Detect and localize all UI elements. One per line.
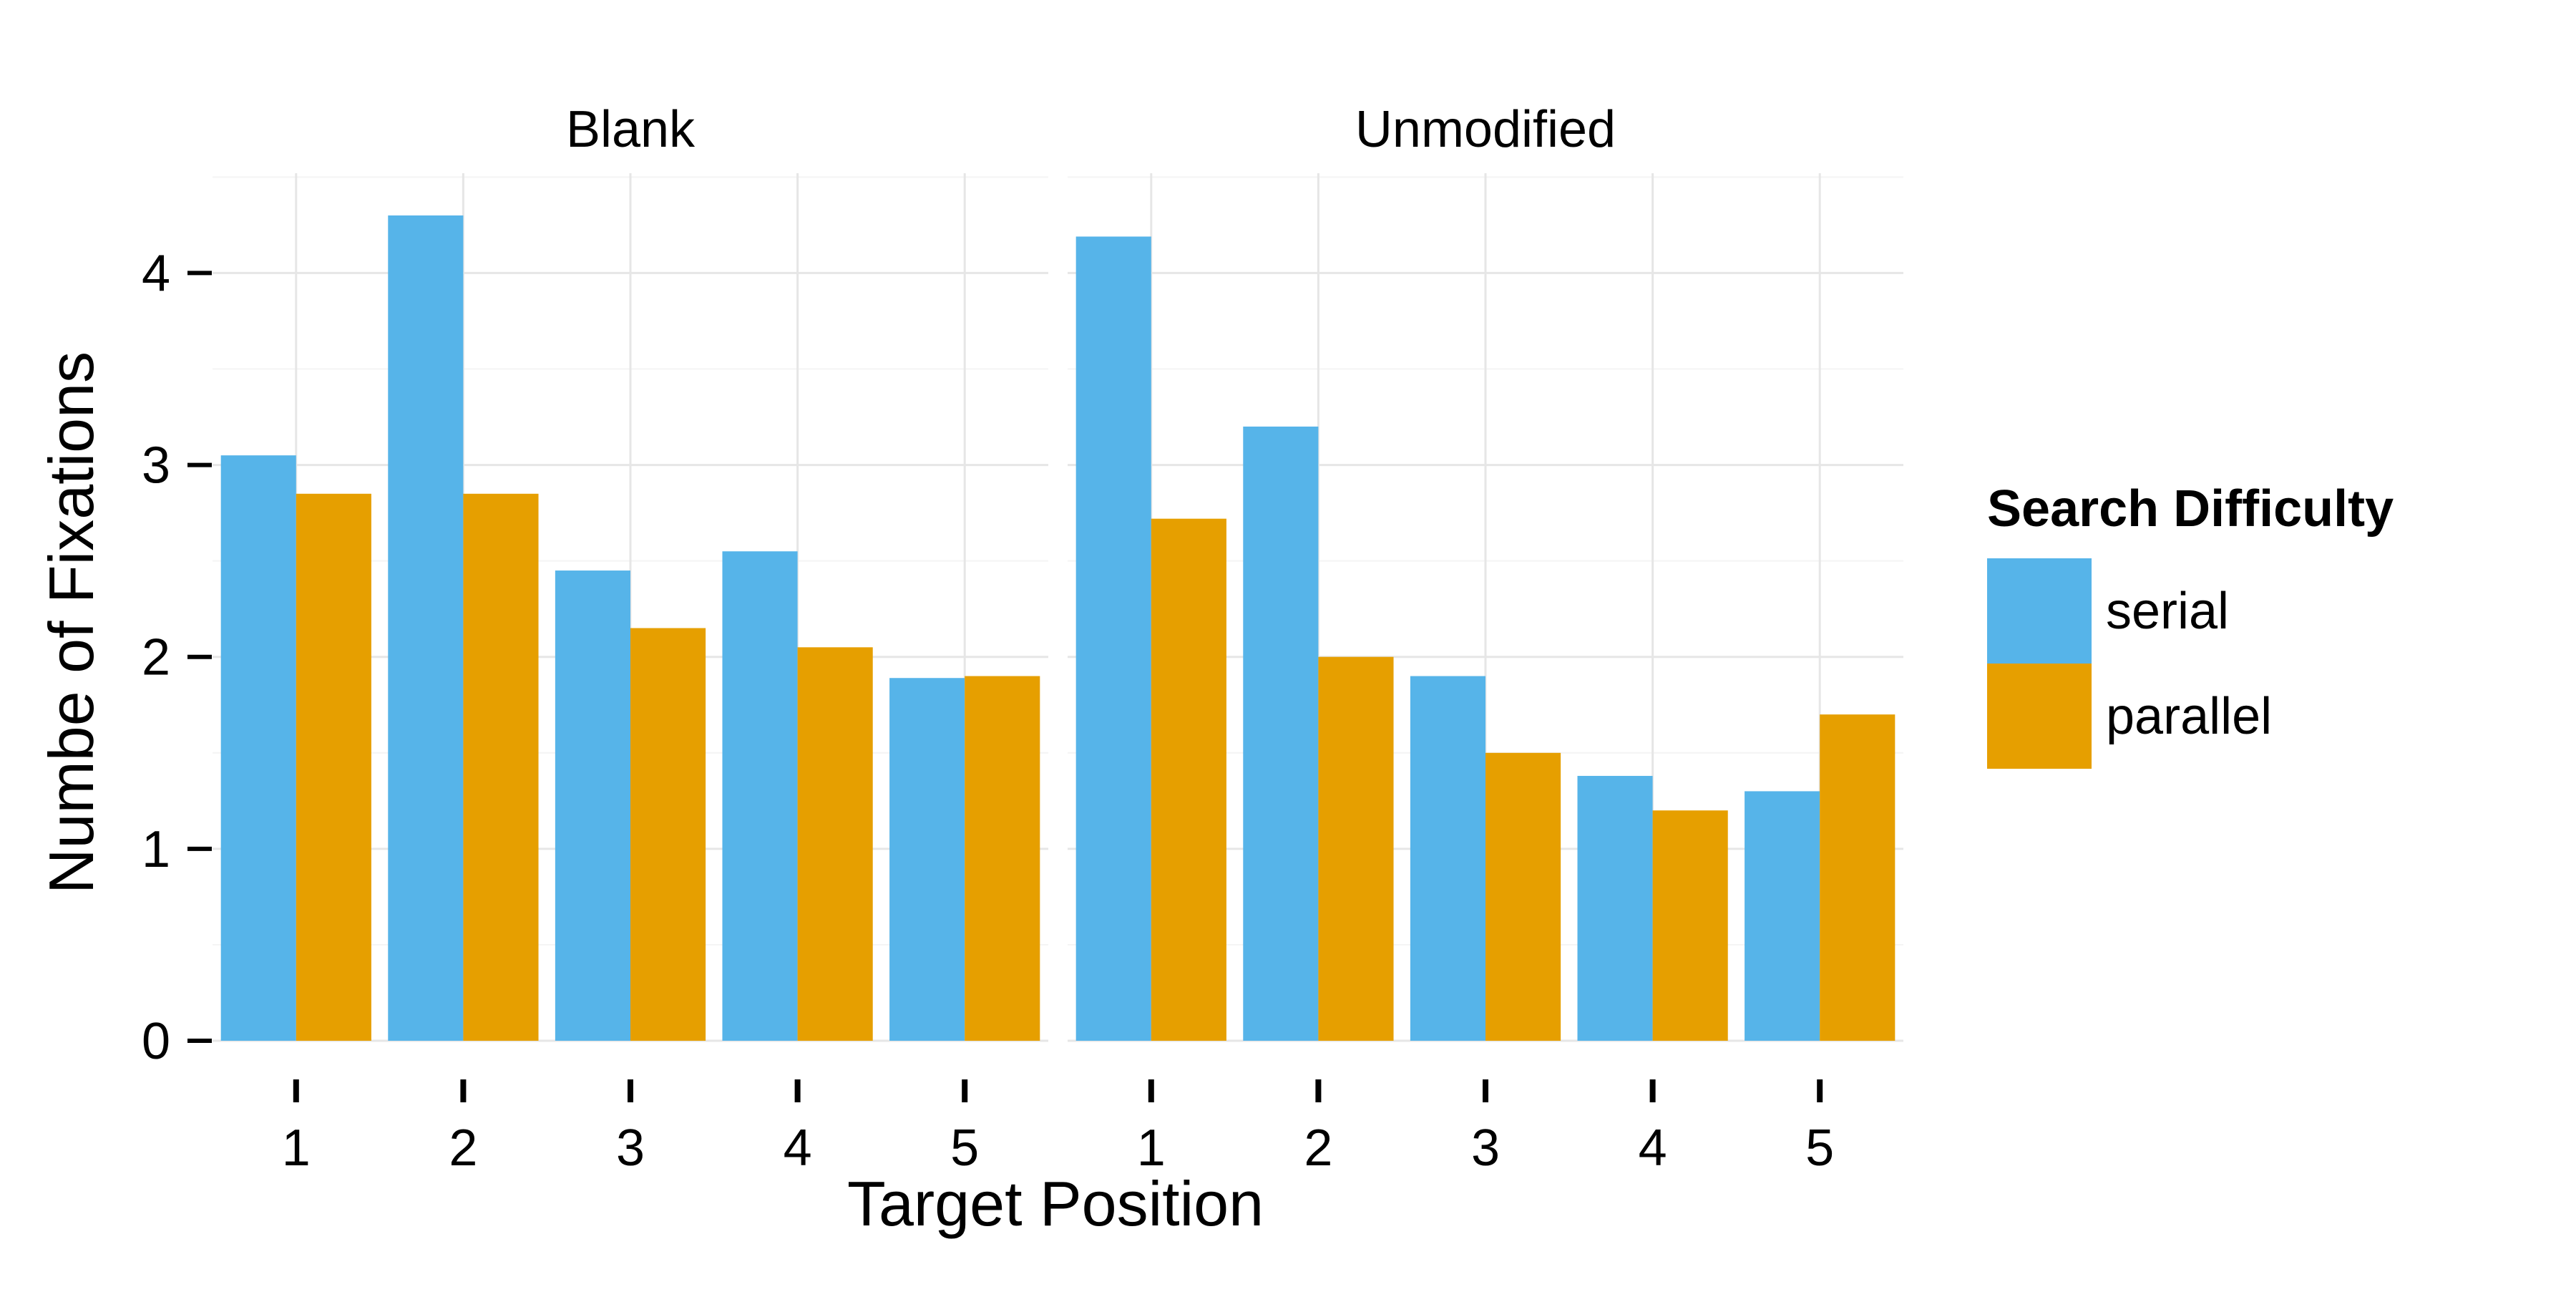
bar-serial-1 bbox=[1075, 236, 1151, 1041]
bar-parallel-1 bbox=[1151, 518, 1226, 1041]
legend-title: Search Difficulty bbox=[1987, 480, 2394, 538]
facet-panel-blank: Blank bbox=[213, 101, 1048, 1042]
bar-serial-4 bbox=[722, 551, 798, 1041]
y-tick-label: 3 bbox=[142, 437, 170, 495]
facet-title: Blank bbox=[566, 101, 696, 158]
y-tick-label: 2 bbox=[142, 629, 170, 686]
x-tick-label: 1 bbox=[282, 1119, 311, 1177]
legend: Search Difficulty serial parallel bbox=[1987, 480, 2394, 769]
bar-parallel-4 bbox=[1652, 810, 1728, 1041]
x-tick-label: 5 bbox=[1805, 1119, 1834, 1177]
bar-serial-1 bbox=[220, 455, 296, 1041]
bar-parallel-5 bbox=[1820, 714, 1896, 1041]
legend-label-parallel: parallel bbox=[2106, 688, 2272, 745]
legend-key-parallel bbox=[1987, 664, 2092, 769]
x-tick-label: 3 bbox=[616, 1119, 645, 1177]
bar-parallel-5 bbox=[965, 676, 1040, 1041]
facet-panel-unmodified: Unmodified bbox=[1068, 101, 1903, 1042]
bar-parallel-3 bbox=[630, 628, 706, 1041]
y-axis-title: Numbe of Fixations bbox=[36, 351, 107, 894]
bar-serial-3 bbox=[1410, 676, 1485, 1041]
bar-parallel-4 bbox=[797, 647, 873, 1041]
x-axis: 1 2 3 4 5 1 2 3 4 5 bbox=[282, 1079, 1834, 1177]
x-tick-label: 2 bbox=[449, 1119, 477, 1177]
x-tick-label: 1 bbox=[1137, 1119, 1166, 1177]
legend-label-serial: serial bbox=[2106, 583, 2229, 640]
y-tick-label: 1 bbox=[142, 821, 170, 878]
bar-serial-3 bbox=[555, 570, 630, 1041]
panels-layer: Blank Unmodified bbox=[213, 101, 1903, 1042]
x-tick-label: 2 bbox=[1304, 1119, 1332, 1177]
bar-serial-2 bbox=[1243, 426, 1319, 1041]
y-tick-label: 0 bbox=[142, 1013, 170, 1070]
bar-parallel-2 bbox=[1318, 656, 1394, 1041]
facet-title: Unmodified bbox=[1355, 101, 1616, 158]
y-axis: 0 1 2 3 4 bbox=[142, 245, 212, 1070]
bar-serial-4 bbox=[1577, 775, 1653, 1041]
bar-parallel-1 bbox=[296, 493, 371, 1041]
bar-parallel-3 bbox=[1485, 752, 1561, 1041]
bar-parallel-2 bbox=[463, 493, 539, 1041]
x-tick-label: 4 bbox=[1639, 1119, 1667, 1177]
legend-key-serial bbox=[1987, 558, 2092, 664]
x-tick-label: 5 bbox=[950, 1119, 979, 1177]
bar-serial-5 bbox=[889, 678, 965, 1041]
x-tick-label: 4 bbox=[784, 1119, 812, 1177]
x-tick-label: 3 bbox=[1471, 1119, 1500, 1177]
x-axis-title: Target Position bbox=[847, 1168, 1264, 1239]
y-tick-label: 4 bbox=[142, 245, 170, 302]
bar-serial-5 bbox=[1745, 791, 1820, 1041]
bar-serial-2 bbox=[388, 215, 464, 1041]
